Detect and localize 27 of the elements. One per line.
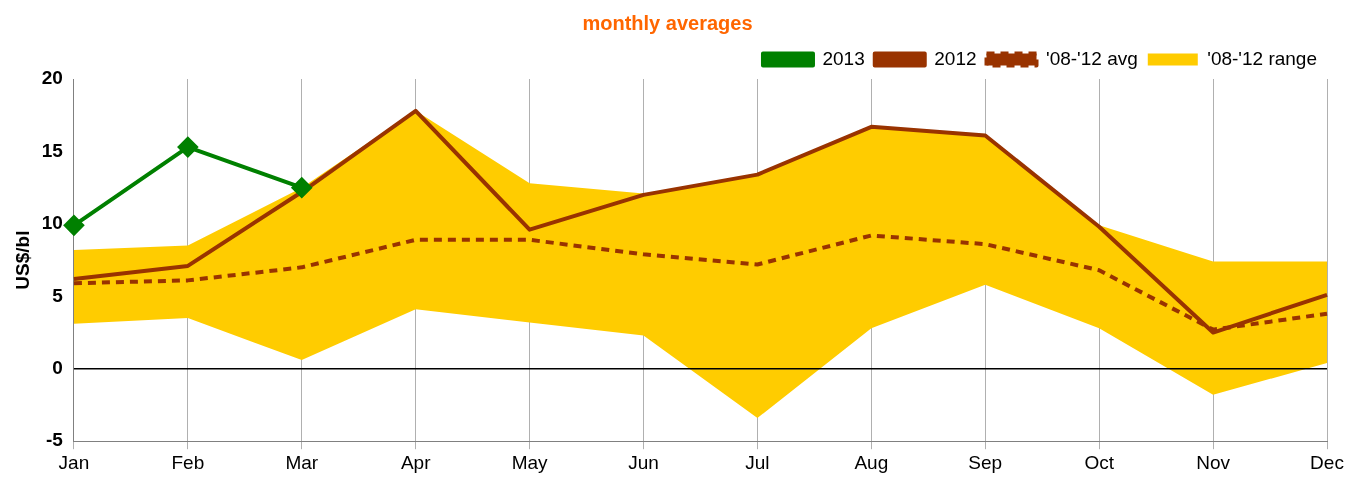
x-tick-label: Dec <box>1310 451 1344 473</box>
y-axis-title: US$/bl <box>11 230 33 290</box>
legend-label: 2012 <box>934 47 977 69</box>
y-tick-label: 0 <box>52 356 63 378</box>
x-tick-label: Apr <box>400 451 432 473</box>
x-tick-label: Jan <box>58 451 90 473</box>
x-tick-label: Jun <box>628 451 659 473</box>
y-tick-label: 15 <box>41 139 64 161</box>
y-tick-label: -5 <box>46 429 64 451</box>
point <box>63 215 84 236</box>
x-tick-label: Aug <box>854 451 889 473</box>
x-tick-label: Sep <box>968 451 1003 473</box>
x-tick-label: Mar <box>285 451 319 473</box>
y-tick-label: 5 <box>52 284 64 306</box>
x-tick-label: Jul <box>745 451 770 473</box>
x-tick-label: May <box>511 451 549 473</box>
point <box>177 137 198 158</box>
x-tick-label: Oct <box>1084 451 1115 473</box>
y-tick-label: 20 <box>41 67 63 89</box>
legend-label: 2013 <box>822 47 865 69</box>
x-tick-label: Feb <box>171 451 205 473</box>
legend-label: '08-'12 range <box>1207 47 1318 69</box>
x-tick-label: Nov <box>1196 451 1231 473</box>
point <box>291 177 312 198</box>
legend-label: '08-'12 avg <box>1046 47 1138 69</box>
chart-title: monthly averages <box>582 11 753 34</box>
y-tick-label: 10 <box>41 212 63 234</box>
